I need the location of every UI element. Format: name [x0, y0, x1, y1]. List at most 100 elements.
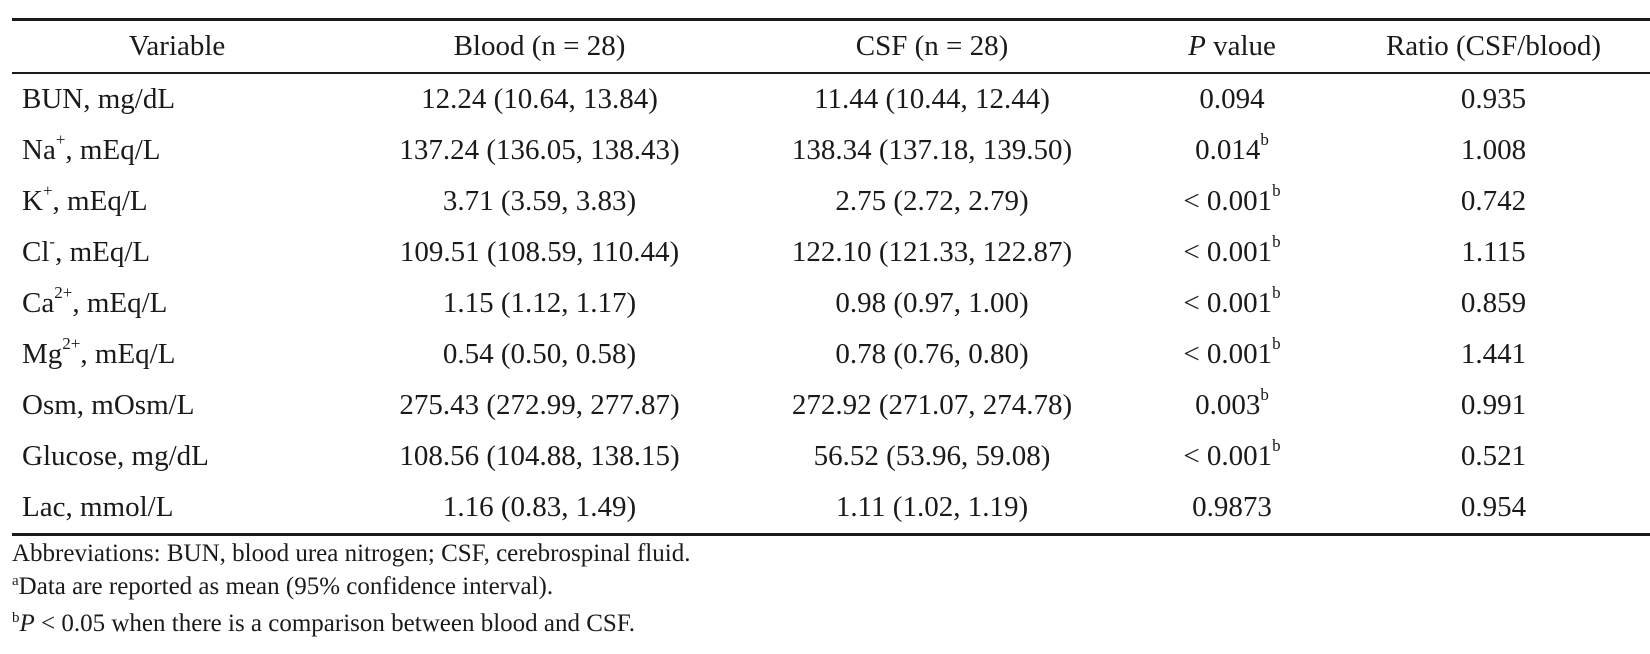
table-footnotes: Abbreviations: BUN, blood urea nitrogen;… [12, 537, 690, 644]
variable-unit: , mg/dL [117, 440, 209, 472]
ion-charge: 2+ [54, 283, 73, 303]
p-value-text: 0.003 [1195, 389, 1261, 421]
footnote-a-mark: a [12, 573, 19, 589]
cell-csf: 56.52 (53.96, 59.08) [813, 440, 1051, 472]
significance-mark: b [1272, 232, 1281, 252]
significance-mark: b [1272, 181, 1281, 201]
variable-unit: , mEq/L [55, 236, 151, 268]
significance-mark: b [1260, 130, 1269, 150]
cell-variable: Na+, mEq/L [12, 125, 342, 176]
variable-unit: , mEq/L [52, 185, 148, 217]
cell-variable: Osm, mOsm/L [12, 380, 342, 431]
variable-unit: , mEq/L [65, 134, 161, 166]
p-value-text: 0.014 [1195, 134, 1261, 166]
variable-name: K [22, 185, 43, 217]
cell-variable: K+, mEq/L [12, 176, 342, 227]
cell-variable: Lac, mmol/L [12, 482, 342, 535]
cell-p-value: 0.014b [1127, 125, 1337, 176]
footnote-abbreviations: Abbreviations: BUN, blood urea nitrogen;… [12, 540, 691, 567]
header-row: Variable Blood (n = 28) CSF (n = 28) P v… [12, 19, 1650, 74]
footnote-b: bP < 0.05 when there is a comparison bet… [12, 607, 690, 644]
footnote-b-mark: b [12, 610, 20, 626]
p-value-text: < 0.001 [1183, 338, 1273, 370]
table-row: Mg2+, mEq/L 0.54 (0.50, 0.58) 0.78 (0.76, … [12, 329, 1650, 380]
table-row: K+, mEq/L 3.71 (3.59, 3.83) 2.75 (2.72, 2.… [12, 176, 1650, 227]
header-variable: Variable [128, 30, 226, 62]
cell-p-value: < 0.001b [1127, 278, 1337, 329]
cell-ratio: 0.991 [1460, 389, 1527, 421]
cell-blood: 3.71 (3.59, 3.83) [442, 185, 637, 217]
cell-ratio: 0.742 [1460, 185, 1527, 217]
cell-blood: 275.43 (272.99, 277.87) [399, 389, 680, 421]
ion-charge: 2+ [62, 334, 81, 354]
table-row: BUN, mg/dL 12.24 (10.64, 13.84) 11.44 (10.… [12, 73, 1650, 125]
cell-blood: 1.15 (1.12, 1.17) [442, 287, 637, 319]
header-csf: CSF (n = 28) [855, 30, 1009, 62]
header-p-symbol: P [1188, 30, 1206, 62]
variable-name: Lac [22, 491, 66, 523]
table-body: BUN, mg/dL 12.24 (10.64, 13.84) 11.44 (10.… [12, 73, 1650, 535]
footnote-a-text: Data are reported as mean (95% confidenc… [18, 573, 554, 600]
variable-name: Glucose [22, 440, 118, 472]
cell-ratio: 1.115 [1461, 236, 1526, 268]
data-table-container: Variable Blood (n = 28) CSF (n = 28) P v… [12, 18, 1650, 536]
cell-ratio: 0.954 [1460, 491, 1527, 523]
cell-blood: 0.54 (0.50, 0.58) [442, 338, 637, 370]
significance-mark: b [1272, 283, 1281, 303]
cell-csf: 0.78 (0.76, 0.80) [835, 338, 1029, 370]
cell-p-value: < 0.001b [1127, 227, 1337, 278]
footnote-b-p-symbol: P [19, 610, 35, 637]
variable-name: Ca [22, 287, 55, 319]
cell-p-value: 0.094 [1127, 73, 1337, 125]
ion-charge: - [49, 232, 56, 252]
p-value-text: < 0.001 [1183, 287, 1273, 319]
cell-blood: 109.51 (108.59, 110.44) [399, 236, 680, 268]
p-value-text: < 0.001 [1183, 185, 1273, 217]
p-value-text: 0.094 [1199, 83, 1265, 115]
header-ratio: Ratio (CSF/blood) [1385, 30, 1602, 62]
cell-variable: BUN, mg/dL [12, 73, 342, 125]
variable-name: Na [22, 134, 56, 166]
cell-blood: 108.56 (104.88, 138.15) [399, 440, 680, 472]
variable-unit: , mEq/L [72, 287, 168, 319]
cell-csf: 11.44 (10.44, 12.44) [814, 83, 1050, 115]
header-p-value: P value [1127, 20, 1337, 74]
cell-ratio: 0.521 [1460, 440, 1527, 472]
table-row: Na+, mEq/L 137.24 (136.05, 138.43) 138.34 … [12, 125, 1650, 176]
cell-csf: 1.11 (1.02, 1.19) [835, 491, 1029, 523]
cell-variable: Glucose, mg/dL [12, 431, 342, 482]
variable-unit: , mOsm/L [76, 389, 195, 421]
header-p-label: value [1205, 30, 1276, 62]
significance-mark: b [1272, 436, 1281, 456]
cell-csf: 122.10 (121.33, 122.87) [791, 236, 1073, 268]
cell-blood: 1.16 (0.83, 1.49) [442, 491, 637, 523]
data-table: Variable Blood (n = 28) CSF (n = 28) P v… [12, 18, 1650, 536]
cell-ratio: 1.441 [1460, 338, 1527, 370]
table-row: Glucose, mg/dL 108.56 (104.88, 138.15) 56.… [12, 431, 1650, 482]
cell-p-value: 0.003b [1127, 380, 1337, 431]
variable-name: BUN [22, 83, 84, 115]
cell-csf: 0.98 (0.97, 1.00) [835, 287, 1029, 319]
variable-unit: , mmol/L [65, 491, 174, 523]
variable-unit: , mg/dL [83, 83, 176, 115]
cell-variable: Mg2+, mEq/L [12, 329, 342, 380]
table-header: Variable Blood (n = 28) CSF (n = 28) P v… [12, 19, 1650, 74]
variable-name: Osm [22, 389, 77, 421]
table-row: Cl-, mEq/L 109.51 (108.59, 110.44) 122.10 … [12, 227, 1650, 278]
p-value-text: 0.9873 [1192, 491, 1272, 523]
p-value-text: < 0.001 [1183, 440, 1273, 472]
ion-charge: + [42, 181, 53, 201]
cell-p-value: < 0.001b [1127, 431, 1337, 482]
significance-mark: b [1272, 334, 1281, 354]
cell-ratio: 1.008 [1460, 134, 1527, 166]
variable-name: Cl [22, 236, 50, 268]
header-blood: Blood (n = 28) [453, 30, 626, 62]
cell-variable: Ca2+, mEq/L [12, 278, 342, 329]
cell-ratio: 0.859 [1460, 287, 1527, 319]
cell-blood: 12.24 (10.64, 13.84) [421, 83, 658, 115]
ion-charge: + [55, 130, 66, 150]
cell-csf: 272.92 (271.07, 274.78) [791, 389, 1073, 421]
p-value-text: < 0.001 [1183, 236, 1273, 268]
cell-p-value: < 0.001b [1127, 176, 1337, 227]
cell-blood: 137.24 (136.05, 138.43) [399, 134, 680, 166]
